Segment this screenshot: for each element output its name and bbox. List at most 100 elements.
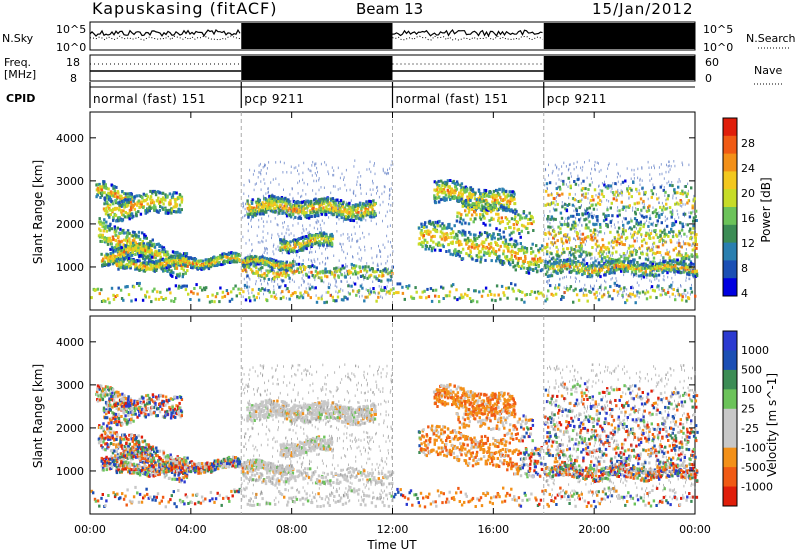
- power-cell: [519, 235, 522, 239]
- power-cell: [513, 197, 516, 201]
- power-cell: [311, 240, 314, 244]
- power-cell: [269, 261, 272, 265]
- power-cell: [554, 217, 557, 221]
- power-noise: [271, 236, 272, 240]
- power-cell: [371, 204, 374, 208]
- power-cell: [382, 274, 385, 278]
- power-cell: [169, 199, 172, 202]
- power-cell: [201, 259, 205, 263]
- power-cell: [280, 197, 284, 201]
- power-cell: [267, 271, 270, 275]
- power-cell: [249, 257, 252, 261]
- power-cell: [285, 199, 289, 202]
- power-cell: [99, 233, 102, 237]
- power-cell: [121, 202, 124, 206]
- power-cell: [103, 254, 107, 258]
- power-cell: [525, 247, 529, 250]
- power-cell: [450, 235, 453, 239]
- power-cell: [122, 298, 125, 302]
- power-cell: [351, 210, 354, 213]
- power-cell: [108, 208, 112, 212]
- power-cell: [303, 246, 307, 250]
- power-cell: [574, 287, 577, 291]
- power-cell: [212, 255, 216, 259]
- power-cell: [587, 235, 590, 239]
- power-cell: [483, 195, 486, 198]
- power-noise: [336, 285, 338, 289]
- power-cell: [259, 266, 263, 270]
- power-cell: [592, 207, 596, 211]
- power-cell: [667, 194, 670, 198]
- power-cell: [578, 206, 581, 210]
- nave-tick-top: 60: [705, 56, 719, 69]
- power-cell: [607, 214, 610, 217]
- power-cell: [510, 196, 513, 200]
- power-cell: [658, 265, 662, 269]
- power-cell: [323, 232, 326, 236]
- power-cell: [474, 289, 477, 293]
- power-cell: [448, 294, 451, 298]
- power-cell: [203, 262, 207, 266]
- power-cell: [344, 275, 347, 279]
- power-cell: [333, 267, 336, 271]
- power-cell: [141, 251, 144, 255]
- power-cell: [108, 196, 112, 200]
- power-cell: [314, 211, 317, 215]
- power-cell: [272, 207, 276, 211]
- power-cell: [505, 195, 509, 199]
- power-cell: [174, 200, 177, 203]
- power-cell: [622, 232, 625, 236]
- power-cell: [448, 186, 451, 190]
- power-cell: [170, 259, 173, 263]
- power-cell: [182, 263, 185, 266]
- power-cell: [333, 275, 336, 279]
- power-cell: [297, 208, 301, 212]
- power-cell: [442, 245, 445, 249]
- power-cell: [143, 261, 146, 265]
- power-cell: [386, 278, 389, 282]
- power-cell: [584, 226, 587, 230]
- power-cell: [694, 294, 697, 298]
- power-cell: [501, 220, 504, 224]
- power-cell: [314, 197, 317, 201]
- power-cell: [536, 259, 540, 263]
- power-cell: [169, 264, 172, 268]
- power-cell: [301, 244, 304, 248]
- power-cell: [366, 203, 369, 207]
- power-cell: [514, 215, 517, 219]
- power-cell: [112, 202, 115, 206]
- power-noise: [325, 291, 327, 294]
- power-cell: [185, 284, 188, 288]
- power-cell: [126, 203, 130, 207]
- power-cell: [372, 199, 375, 203]
- power-cell: [120, 263, 123, 267]
- power-cell: [621, 180, 625, 184]
- power-noise: [292, 203, 294, 206]
- power-cell: [250, 260, 253, 263]
- power-cell: [541, 248, 544, 252]
- power-cell: [475, 258, 479, 262]
- power-cell: [671, 292, 674, 296]
- power-cell: [511, 259, 515, 263]
- power-cell: [492, 232, 495, 236]
- power-cell: [319, 270, 322, 274]
- power-cell: [303, 268, 306, 272]
- power-noise: [365, 219, 367, 222]
- power-cell: [651, 192, 655, 196]
- power-cell: [458, 296, 461, 300]
- power-cell: [325, 232, 328, 236]
- power-cell: [489, 251, 492, 255]
- power-cell: [373, 203, 376, 207]
- power-cell: [172, 210, 176, 213]
- power-cell: [117, 239, 120, 243]
- power-cell: [115, 244, 119, 248]
- power-cell: [344, 209, 348, 213]
- power-cell: [562, 295, 565, 299]
- power-cell: [462, 218, 465, 222]
- power-cell: [302, 265, 305, 268]
- power-cell: [294, 245, 297, 248]
- power-cell: [234, 254, 238, 258]
- power-cell: [460, 182, 464, 186]
- power-cell: [121, 190, 124, 193]
- power-cell: [122, 213, 125, 217]
